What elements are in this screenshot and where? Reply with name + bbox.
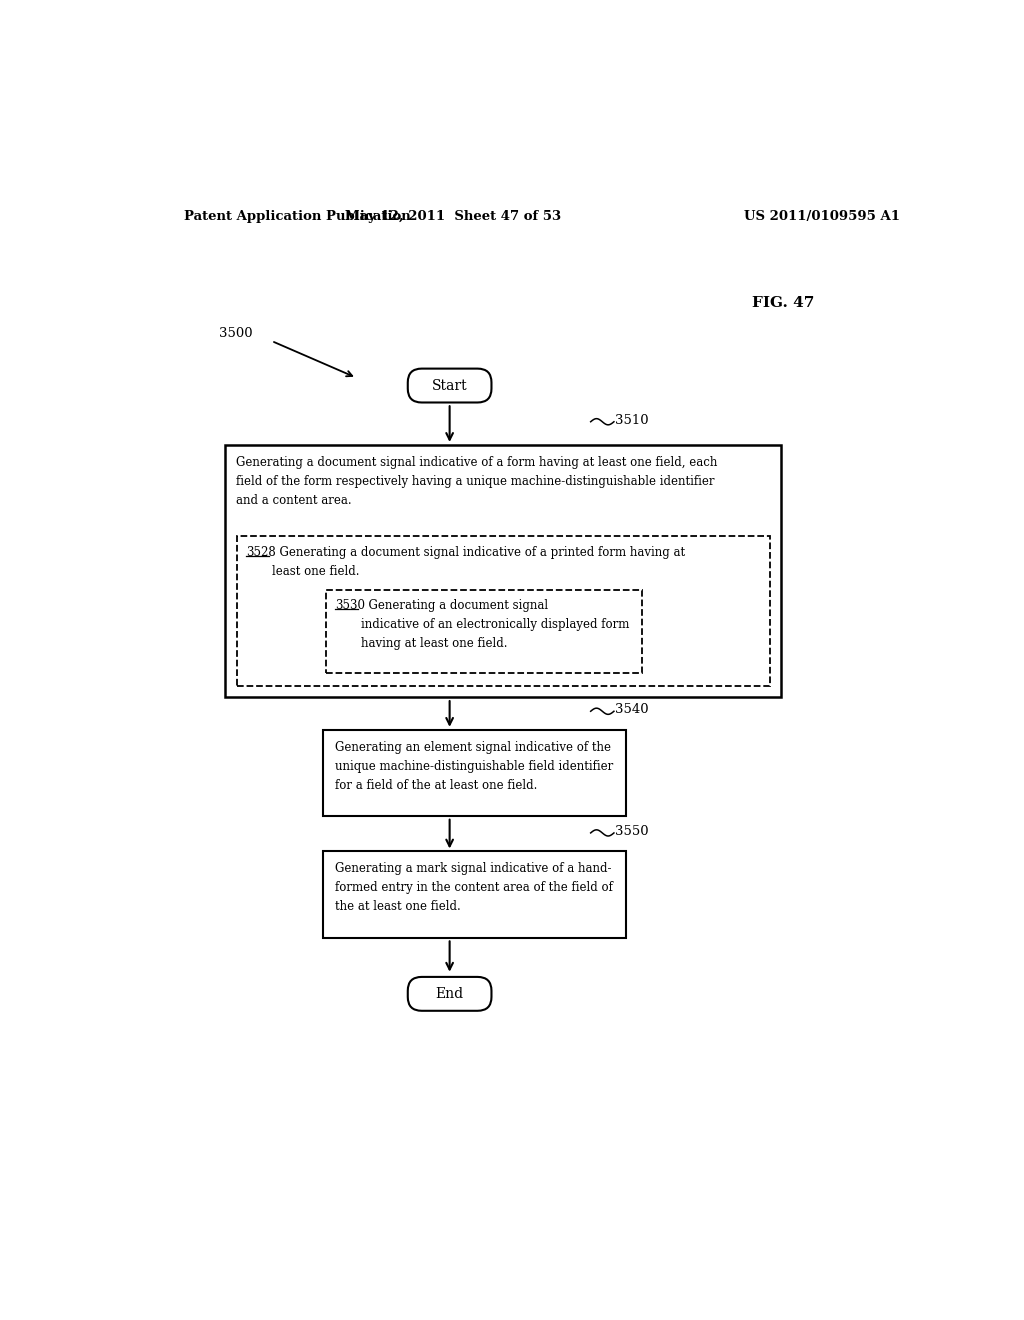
Text: Generating a document signal indicative of a printed form having at
least one fi: Generating a document signal indicative … <box>272 546 685 578</box>
Text: 3510: 3510 <box>614 413 648 426</box>
Text: Generating an element signal indicative of the
unique machine-distinguishable fi: Generating an element signal indicative … <box>335 741 613 792</box>
Text: 3540: 3540 <box>614 704 648 717</box>
Bar <box>225 445 781 697</box>
Text: US 2011/0109595 A1: US 2011/0109595 A1 <box>744 210 900 223</box>
Text: Start: Start <box>432 379 467 392</box>
Text: End: End <box>435 987 464 1001</box>
Text: Patent Application Publication: Patent Application Publication <box>183 210 411 223</box>
Text: May 12, 2011  Sheet 47 of 53: May 12, 2011 Sheet 47 of 53 <box>345 210 561 223</box>
Bar <box>326 590 642 673</box>
FancyBboxPatch shape <box>408 977 492 1011</box>
Bar <box>324 851 626 937</box>
Text: 3550: 3550 <box>614 825 648 838</box>
Text: 3500: 3500 <box>219 327 253 341</box>
Text: 3530: 3530 <box>335 599 365 612</box>
Text: Generating a mark signal indicative of a hand-
formed entry in the content area : Generating a mark signal indicative of a… <box>335 862 612 913</box>
Text: 3528: 3528 <box>246 546 275 560</box>
Text: FIG. 47: FIG. 47 <box>752 296 814 310</box>
Bar <box>237 536 770 686</box>
FancyBboxPatch shape <box>408 368 492 403</box>
Bar <box>324 730 626 816</box>
Text: Generating a document signal indicative of a form having at least one field, eac: Generating a document signal indicative … <box>236 455 717 507</box>
Text: Generating a document signal
indicative of an electronically displayed form
havi: Generating a document signal indicative … <box>361 599 630 649</box>
